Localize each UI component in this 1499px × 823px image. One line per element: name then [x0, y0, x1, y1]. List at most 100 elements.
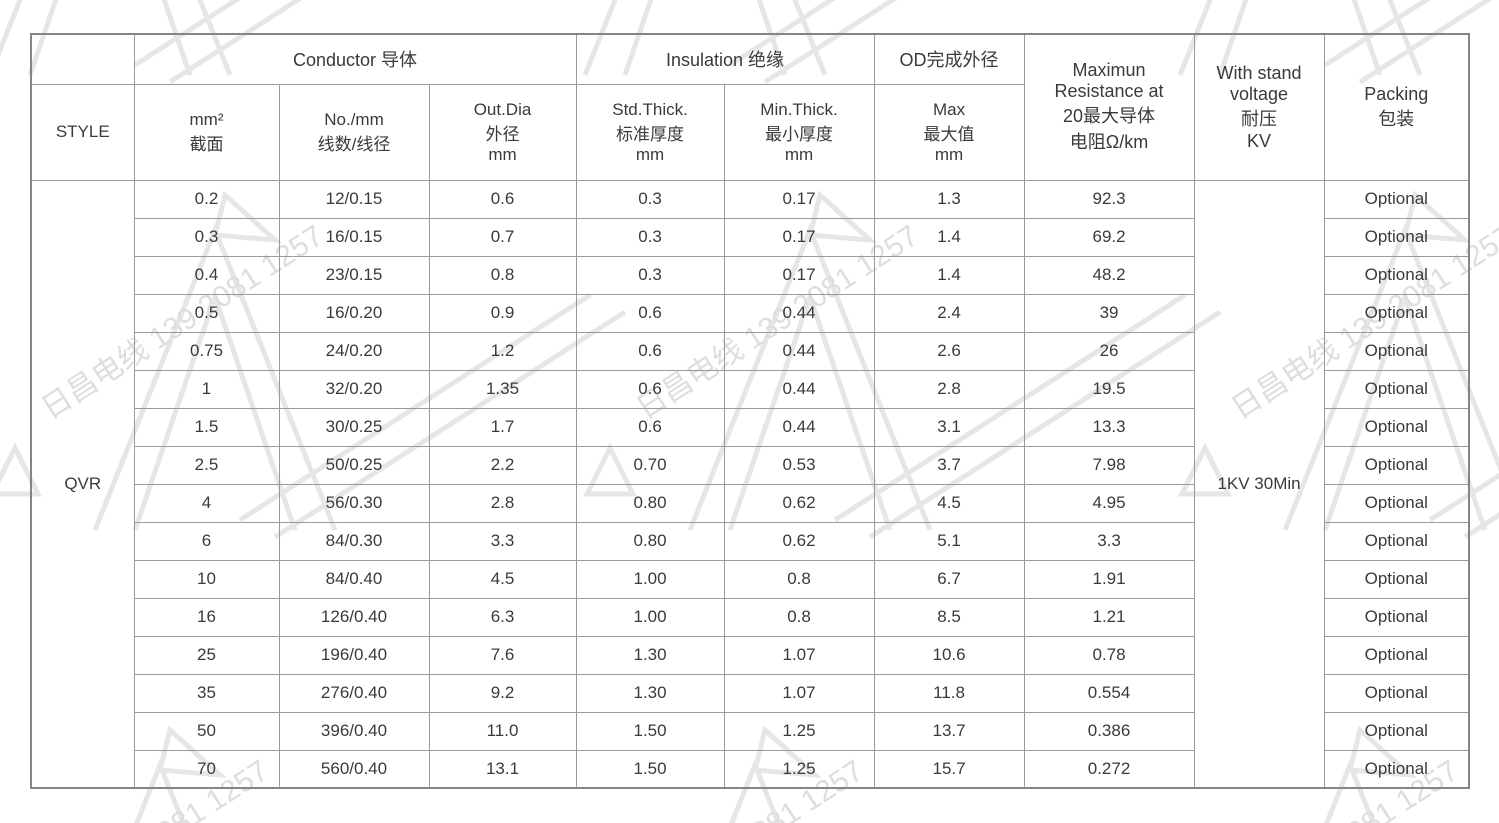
cell-resistance: 92.3: [1023, 179, 1195, 219]
cell-packing: Optional: [1323, 179, 1470, 219]
cell-no-mm: 126/0.40: [278, 597, 430, 637]
cell-od-max: 3.7: [873, 445, 1025, 485]
cell-no-mm: 84/0.40: [278, 559, 430, 599]
cell-mm2: 25: [133, 635, 280, 675]
cell-resistance: 26: [1023, 331, 1195, 371]
cell-no-mm: 560/0.40: [278, 749, 430, 789]
cell-no-mm: 30/0.25: [278, 407, 430, 447]
cell-od-max: 15.7: [873, 749, 1025, 789]
cell-std-thick: 0.6: [575, 407, 725, 447]
style-header-spacer: [30, 33, 135, 85]
cell-resistance: 7.98: [1023, 445, 1195, 485]
cell-std-thick: 1.30: [575, 673, 725, 713]
cell-packing: Optional: [1323, 673, 1470, 713]
cell-od-max: 5.1: [873, 521, 1025, 561]
cell-od-max: 10.6: [873, 635, 1025, 675]
cell-mm2: 0.3: [133, 217, 280, 257]
cell-packing: Optional: [1323, 407, 1470, 447]
cell-mm2: 16: [133, 597, 280, 637]
cell-packing: Optional: [1323, 559, 1470, 599]
cell-out-dia: 1.7: [428, 407, 577, 447]
cell-no-mm: 16/0.20: [278, 293, 430, 333]
cell-no-mm: 56/0.30: [278, 483, 430, 523]
cell-mm2: 10: [133, 559, 280, 599]
table-row: 16 126/0.40 6.3 1.00 0.8 8.5 1.21 Optional: [31, 597, 1470, 637]
cell-mm2: 0.2: [133, 179, 280, 219]
cell-od-max: 2.8: [873, 369, 1025, 409]
cell-od-max: 13.7: [873, 711, 1025, 751]
cell-packing: Optional: [1323, 445, 1470, 485]
cell-resistance: 69.2: [1023, 217, 1195, 257]
no-mm-column-header: No./mm 线数/线径: [278, 83, 430, 181]
cell-min-thick: 0.44: [723, 407, 875, 447]
cell-min-thick: 1.25: [723, 749, 875, 789]
min-thick-column-header: Min.Thick. 最小厚度 mm: [723, 83, 875, 181]
cell-no-mm: 276/0.40: [278, 673, 430, 713]
cell-out-dia: 1.35: [428, 369, 577, 409]
cell-std-thick: 1.50: [575, 711, 725, 751]
cell-std-thick: 0.70: [575, 445, 725, 485]
cell-mm2: 50: [133, 711, 280, 751]
cell-packing: Optional: [1323, 521, 1470, 561]
cell-mm2: 0.75: [133, 331, 280, 371]
cell-od-max: 1.4: [873, 217, 1025, 257]
cell-mm2: 1: [133, 369, 280, 409]
cell-min-thick: 0.44: [723, 369, 875, 409]
mm2-column-header: mm² 截面: [133, 83, 280, 181]
insulation-group-header: Insulation 绝缘: [575, 33, 875, 85]
table-row: 10 84/0.40 4.5 1.00 0.8 6.7 1.91 Optional: [31, 559, 1470, 599]
std-thick-column-header: Std.Thick. 标准厚度 mm: [575, 83, 725, 181]
style-value-cell: QVR: [30, 179, 135, 789]
packing-column-header: Packing 包装: [1323, 33, 1470, 181]
cell-packing: Optional: [1323, 331, 1470, 371]
cell-mm2: 2.5: [133, 445, 280, 485]
cell-mm2: 4: [133, 483, 280, 523]
cell-resistance: 39: [1023, 293, 1195, 333]
cell-mm2: 0.5: [133, 293, 280, 333]
table-row: QVR 0.2 12/0.15 0.6 0.3 0.17 1.3 92.3 1KV 30Min O…: [30, 179, 1470, 789]
od-group-header: OD完成外径: [873, 33, 1025, 85]
cell-std-thick: 0.3: [575, 217, 725, 257]
table-row: 35 276/0.40 9.2 1.30 1.07 11.8 0.554 Optional: [31, 673, 1470, 713]
cell-packing: Optional: [1323, 711, 1470, 751]
cell-out-dia: 1.2: [428, 331, 577, 371]
withstand-voltage-value-cell: 1KV 30Min: [1193, 179, 1325, 789]
cell-out-dia: 4.5: [428, 559, 577, 599]
cell-resistance: 0.554: [1023, 673, 1195, 713]
cell-od-max: 6.7: [873, 559, 1025, 599]
cell-out-dia: 0.8: [428, 255, 577, 295]
cell-out-dia: 0.9: [428, 293, 577, 333]
cell-std-thick: 0.6: [575, 331, 725, 371]
cell-no-mm: 50/0.25: [278, 445, 430, 485]
cell-mm2: 70: [133, 749, 280, 789]
cell-resistance: 0.272: [1023, 749, 1195, 789]
cell-od-max: 1.4: [873, 255, 1025, 295]
cell-resistance: 3.3: [1023, 521, 1195, 561]
cell-no-mm: 196/0.40: [278, 635, 430, 675]
cell-out-dia: 0.7: [428, 217, 577, 257]
cell-packing: Optional: [1323, 293, 1470, 333]
cell-packing: Optional: [1323, 483, 1470, 523]
cell-out-dia: 0.6: [428, 179, 577, 219]
cell-no-mm: 396/0.40: [278, 711, 430, 751]
cell-resistance: 0.386: [1023, 711, 1195, 751]
cell-mm2: 35: [133, 673, 280, 713]
cell-std-thick: 1.00: [575, 559, 725, 599]
cell-resistance: 1.21: [1023, 597, 1195, 637]
cell-od-max: 11.8: [873, 673, 1025, 713]
cell-packing: Optional: [1323, 597, 1470, 637]
cell-mm2: 6: [133, 521, 280, 561]
cell-out-dia: 2.8: [428, 483, 577, 523]
cell-no-mm: 84/0.30: [278, 521, 430, 561]
cell-out-dia: 13.1: [428, 749, 577, 789]
cell-min-thick: 0.8: [723, 559, 875, 599]
cell-std-thick: 0.3: [575, 179, 725, 219]
cell-std-thick: 0.80: [575, 483, 725, 523]
cell-min-thick: 0.44: [723, 331, 875, 371]
cell-min-thick: 0.62: [723, 483, 875, 523]
table-row: 25 196/0.40 7.6 1.30 1.07 10.6 0.78 Optional: [31, 635, 1470, 675]
cable-spec-table: Conductor 导体 Insulation 绝缘 OD完成外径 Maximu…: [30, 33, 1471, 789]
cell-mm2: 0.4: [133, 255, 280, 295]
cell-od-max: 3.1: [873, 407, 1025, 447]
cell-od-max: 2.6: [873, 331, 1025, 371]
